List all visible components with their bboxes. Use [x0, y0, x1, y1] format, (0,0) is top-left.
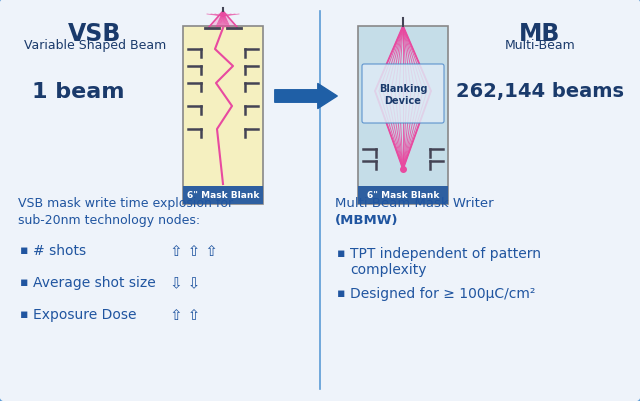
Text: VSB mask write time explosion for: VSB mask write time explosion for: [18, 196, 233, 209]
Bar: [358, 186, 448, 205]
Text: Average shot size: Average shot size: [33, 275, 156, 289]
Text: 6" Mask Blank: 6" Mask Blank: [367, 191, 439, 200]
Text: sub-20nm technology nodes:: sub-20nm technology nodes:: [18, 213, 200, 227]
Text: ▪: ▪: [337, 246, 346, 259]
Bar: [358, 27, 448, 205]
Text: ⇧ ⇧: ⇧ ⇧: [170, 307, 200, 322]
Text: 262,144 beams: 262,144 beams: [456, 82, 624, 101]
Text: Multi-Beam: Multi-Beam: [504, 39, 575, 52]
Text: 6" Mask Blank: 6" Mask Blank: [187, 191, 259, 200]
Bar: [183, 27, 263, 205]
Text: ⇩ ⇩: ⇩ ⇩: [170, 275, 200, 290]
Text: Blanking
Device: Blanking Device: [379, 83, 428, 106]
Text: TPT independent of pattern
complexity: TPT independent of pattern complexity: [350, 246, 541, 277]
Polygon shape: [209, 12, 237, 28]
Text: Multi-Beam Mask Writer: Multi-Beam Mask Writer: [335, 196, 493, 209]
Text: ▪: ▪: [20, 243, 29, 256]
FancyBboxPatch shape: [362, 65, 444, 124]
Text: ▪: ▪: [20, 307, 29, 320]
Text: (MBMW): (MBMW): [335, 213, 399, 227]
Text: Exposure Dose: Exposure Dose: [33, 307, 136, 321]
Bar: [183, 186, 263, 205]
Text: Designed for ≥ 100μC/cm²: Designed for ≥ 100μC/cm²: [350, 286, 536, 300]
Text: MB: MB: [519, 22, 561, 46]
Text: ⇧ ⇧ ⇧: ⇧ ⇧ ⇧: [170, 243, 218, 258]
FancyArrowPatch shape: [275, 84, 337, 109]
Text: ▪: ▪: [337, 286, 346, 299]
Text: # shots: # shots: [33, 243, 86, 257]
Text: 1 beam: 1 beam: [32, 82, 124, 102]
Text: VSB: VSB: [68, 22, 122, 46]
Text: Variable Shaped Beam: Variable Shaped Beam: [24, 39, 166, 52]
Text: ▪: ▪: [20, 275, 29, 288]
